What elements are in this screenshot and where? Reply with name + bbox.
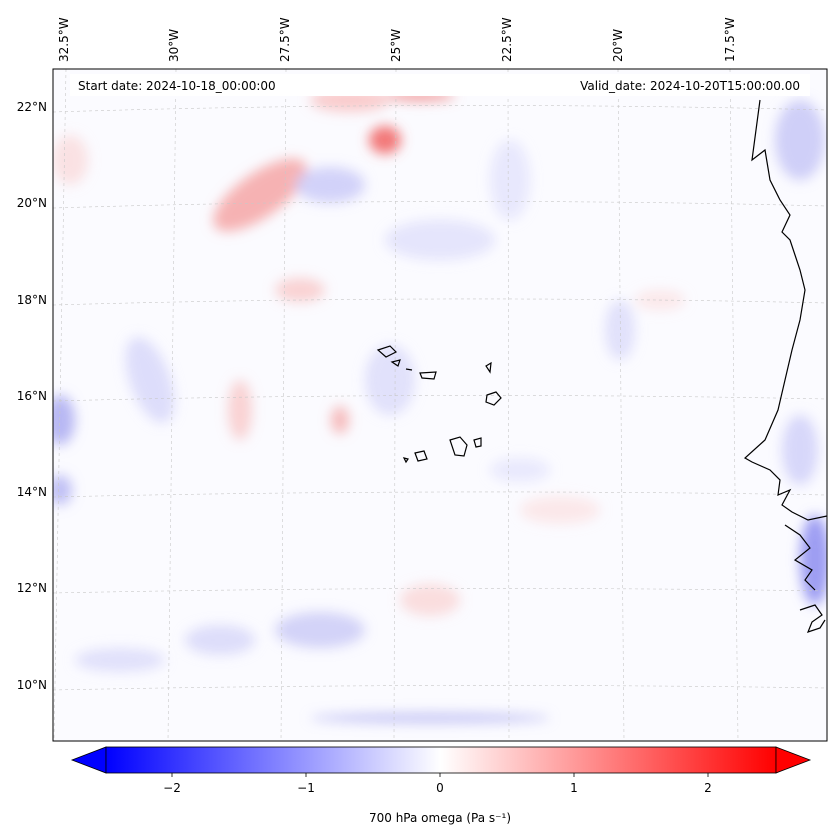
lon-label: 17.5°W bbox=[723, 17, 737, 62]
lat-label: 20°N bbox=[17, 196, 47, 210]
colorbar-label: 700 hPa omega (Pa s⁻¹) bbox=[369, 811, 511, 825]
colorbar-tick: 1 bbox=[570, 781, 578, 795]
colorbar-extend-high bbox=[775, 746, 812, 774]
valid-date: Valid_date: 2024-10-20T15:00:00.00 bbox=[580, 79, 800, 93]
omega-field bbox=[53, 88, 827, 723]
colorbar: −2 −1 0 1 2 700 hPa omega (Pa s⁻¹) bbox=[70, 746, 812, 825]
lon-label: 22.5°W bbox=[500, 17, 514, 62]
cape-verde-islands bbox=[376, 345, 502, 464]
lat-label: 12°N bbox=[17, 581, 47, 595]
lat-label: 22°N bbox=[17, 100, 47, 114]
map-frame bbox=[52, 68, 828, 742]
start-date: Start date: 2024-10-18_00:00:00 bbox=[78, 79, 276, 93]
lon-label: 30°W bbox=[167, 29, 181, 62]
map-background bbox=[53, 69, 827, 741]
lon-label: 20°W bbox=[611, 29, 625, 62]
lon-label: 25°W bbox=[389, 29, 403, 62]
graticule bbox=[53, 69, 827, 741]
lat-label: 10°N bbox=[17, 678, 47, 692]
coastlines bbox=[376, 99, 827, 633]
lon-label: 32.5°W bbox=[57, 17, 71, 62]
lat-label: 16°N bbox=[17, 389, 47, 403]
date-banner bbox=[70, 74, 810, 96]
colorbar-tick: 2 bbox=[704, 781, 712, 795]
colorbar-tick: −1 bbox=[297, 781, 315, 795]
africa-coastline bbox=[743, 99, 827, 521]
longitude-labels: 32.5°W 30°W 27.5°W 25°W 22.5°W 20°W 17.5… bbox=[57, 17, 737, 62]
lat-label: 14°N bbox=[17, 485, 47, 499]
colorbar-gradient bbox=[105, 746, 777, 774]
colorbar-tick: 0 bbox=[436, 781, 444, 795]
latitude-labels: 22°N 20°N 18°N 16°N 14°N 12°N 10°N bbox=[17, 100, 47, 692]
colorbar-extend-low bbox=[70, 746, 107, 774]
lat-label: 18°N bbox=[17, 293, 47, 307]
lon-label: 27.5°W bbox=[278, 17, 292, 62]
map-panel: Start date: 2024-10-18_00:00:00 Valid_da… bbox=[52, 68, 828, 742]
colorbar-tick: −2 bbox=[163, 781, 181, 795]
